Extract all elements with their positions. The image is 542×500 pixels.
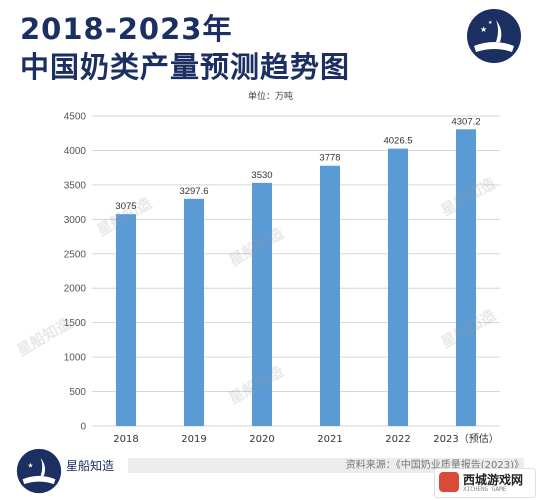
x-axis-tick-labels: 2018 2019 2020 2021 2022 2023（预估） <box>113 432 498 445</box>
value-label: 3530 <box>251 170 272 181</box>
chart-title-line2: 中国奶类产量预测趋势图 <box>20 50 351 84</box>
x-tick-label: 2022 <box>385 434 410 445</box>
y-tick-label: 1000 <box>64 353 87 364</box>
bar <box>388 148 408 426</box>
site-badge-sub: XICHENG GAME <box>463 486 507 493</box>
x-tick-label: 2020 <box>249 434 274 445</box>
value-label: 4307.2 <box>451 116 480 127</box>
x-tick-label: 2023（预估） <box>433 432 498 445</box>
footer-brand: 星船知造 <box>66 459 115 473</box>
y-tick-label: 2000 <box>64 284 87 295</box>
svg-text:★: ★ <box>488 20 493 26</box>
y-tick-label: 1500 <box>64 318 87 329</box>
unit-label: 单位：万吨 <box>248 91 294 101</box>
value-label: 4026.5 <box>383 136 412 147</box>
source-note: 资料来源：《中国奶业质量报告(2023)》 <box>128 458 524 473</box>
value-label: 3297.6 <box>179 186 208 197</box>
bar <box>116 214 136 426</box>
y-tick-label: 2500 <box>64 249 87 260</box>
bar <box>320 165 340 426</box>
x-tick-label: 2019 <box>181 434 206 445</box>
y-tick-label: 4000 <box>64 146 87 157</box>
value-label: 3778 <box>319 153 340 164</box>
y-tick-label: 500 <box>69 387 86 398</box>
bar <box>252 182 272 426</box>
site-badge-name: 西城游戏网 <box>463 473 524 487</box>
chart-title-line1: 2018-2023年 <box>20 12 233 46</box>
bar-chart: 0 500 1000 1500 2000 2500 3000 3500 4000 4500 307… <box>64 112 500 445</box>
y-tick-label: 3000 <box>64 215 87 226</box>
y-tick-label: 3500 <box>64 180 87 191</box>
y-axis-tick-labels: 0 500 1000 1500 2000 2500 3000 3500 4000 4500 <box>64 112 87 433</box>
star-ship-footer-logo-icon: ★ <box>16 448 62 494</box>
value-labels: 3075 3297.6 3530 3778 4026.5 4307.2 <box>115 116 480 212</box>
bar <box>456 129 476 426</box>
x-tick-label: 2018 <box>113 434 138 445</box>
value-label: 3075 <box>115 201 136 212</box>
bars <box>116 129 476 426</box>
y-tick-label: 4500 <box>64 112 87 123</box>
star-ship-logo-icon: ★ ★ <box>467 9 521 63</box>
site-badge[interactable]: 西城游戏网 XICHENG GAME <box>434 468 536 498</box>
svg-text:★: ★ <box>480 25 487 34</box>
svg-text:★: ★ <box>28 463 34 470</box>
x-tick-label: 2021 <box>317 434 342 445</box>
site-badge-icon <box>439 472 459 492</box>
grid-lines <box>92 115 500 427</box>
bar <box>184 198 204 426</box>
y-tick-label: 0 <box>80 422 86 433</box>
